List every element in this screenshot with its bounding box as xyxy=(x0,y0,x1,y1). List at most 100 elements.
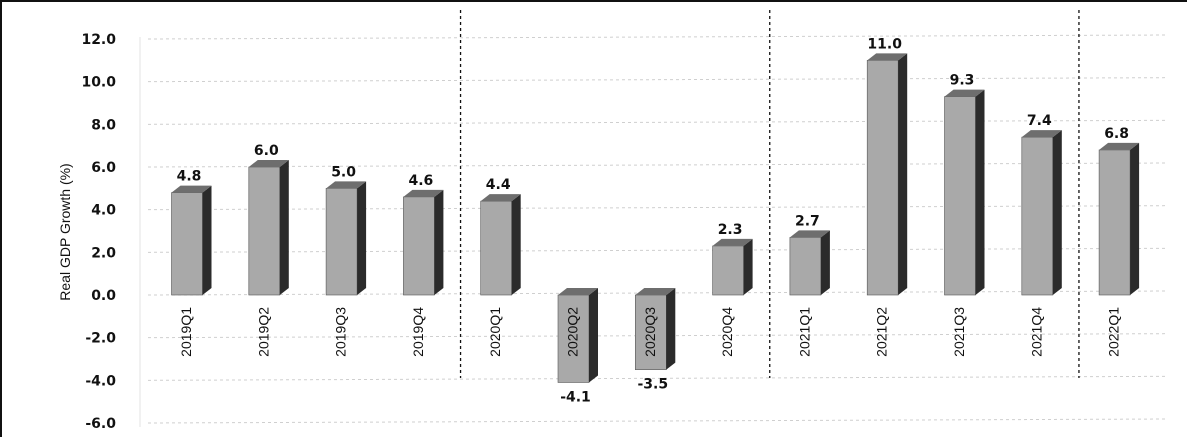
bar-side xyxy=(357,181,367,295)
bar-top xyxy=(1099,142,1140,150)
bar xyxy=(1098,142,1140,296)
category-label: 2019Q2 xyxy=(255,307,271,357)
bar-top xyxy=(403,189,444,197)
bar-front xyxy=(789,237,822,296)
bar-front xyxy=(634,294,667,370)
bar-top xyxy=(867,53,908,61)
bar xyxy=(248,160,289,296)
value-label: -3.5 xyxy=(637,377,668,393)
y-tick-labels: 12.0 10.0 8.0 6.0 4.0 2.0 0.0 -2.0 -4.0 -6.0 xyxy=(81,32,116,432)
y-axis-label: Real GDP Growth (%) xyxy=(57,163,73,300)
category-label: 2020Q3 xyxy=(642,307,658,357)
year-dividers xyxy=(459,10,1080,378)
category-label: 2020Q1 xyxy=(487,307,503,357)
value-label: 6.8 xyxy=(1104,126,1129,142)
y-tick-label: 8.0 xyxy=(91,117,116,133)
bar-front xyxy=(171,192,203,296)
bar-side xyxy=(666,288,676,370)
bar-front xyxy=(866,60,899,296)
bar-side xyxy=(820,230,830,295)
bar xyxy=(789,230,830,296)
bar-side xyxy=(511,194,521,295)
value-label: -4.1 xyxy=(560,389,591,405)
y-tick-label: -4.0 xyxy=(85,373,116,389)
category-label: 2020Q4 xyxy=(719,307,735,357)
bars xyxy=(171,53,1140,383)
value-label: 2.7 xyxy=(795,213,820,229)
bar xyxy=(480,194,521,296)
value-label: 11.0 xyxy=(867,36,902,52)
bar-top xyxy=(789,230,830,238)
category-label: 2019Q4 xyxy=(410,307,426,357)
gridline xyxy=(147,77,1169,83)
bar-top xyxy=(944,89,985,97)
gridlines xyxy=(139,34,1169,427)
category-label: 2019Q3 xyxy=(333,307,349,357)
bar-top xyxy=(558,288,598,295)
y-tick-label: -6.0 xyxy=(85,416,116,432)
category-label: 2021Q3 xyxy=(951,307,967,357)
bar-side xyxy=(1130,142,1140,295)
y-tick-label: 0.0 xyxy=(91,288,116,304)
bar-top xyxy=(712,238,753,246)
bar-front xyxy=(712,245,744,296)
bar xyxy=(866,53,908,296)
value-label: 2.3 xyxy=(718,222,743,238)
value-label: 6.0 xyxy=(254,143,279,159)
value-label: 4.6 xyxy=(408,173,433,189)
bar-front xyxy=(1098,149,1131,296)
gridline xyxy=(147,375,1169,381)
bar xyxy=(634,288,676,370)
gridline xyxy=(147,162,1169,168)
bar-top xyxy=(171,185,212,193)
category-label: 2022Q1 xyxy=(1106,307,1122,357)
bar-top xyxy=(1021,130,1062,138)
bar-top xyxy=(635,288,676,295)
bar xyxy=(944,89,985,296)
bar-front xyxy=(944,96,976,296)
category-label: 2021Q2 xyxy=(874,307,890,357)
bar-side xyxy=(434,189,444,295)
value-label: 7.4 xyxy=(1027,113,1052,129)
bar-top xyxy=(248,160,289,167)
bar-side xyxy=(975,89,985,295)
category-labels: 2019Q1 2019Q2 2019Q3 2019Q4 2020Q1 2020Q2 2020… xyxy=(178,307,1122,357)
bar-top xyxy=(480,194,521,202)
category-label: 2021Q1 xyxy=(796,307,812,357)
value-labels: 4.8 6.0 5.0 4.6 4.4 -4.1 -3.5 2.3 2.7 11.0 9.3 7.4 6… xyxy=(177,36,1129,405)
value-label: 4.4 xyxy=(486,177,511,193)
bar-front xyxy=(325,188,358,296)
bar xyxy=(171,185,212,296)
bar-front xyxy=(480,200,513,296)
bar-front xyxy=(557,294,590,383)
bar-front xyxy=(248,166,281,296)
bar-front xyxy=(403,196,435,296)
y-tick-label: 12.0 xyxy=(81,32,116,48)
category-label: 2019Q1 xyxy=(178,307,194,357)
y-tick-label: 10.0 xyxy=(81,75,116,91)
gridline xyxy=(147,418,1169,424)
bar-side xyxy=(279,160,289,295)
category-label: 2020Q2 xyxy=(565,307,581,357)
bar-front xyxy=(1021,136,1054,296)
gridline xyxy=(147,34,1169,40)
value-label: 4.8 xyxy=(177,169,202,185)
category-label: 2021Q4 xyxy=(1028,307,1044,357)
value-label: 9.3 xyxy=(950,73,975,89)
y-tick-label: -2.0 xyxy=(85,331,116,347)
gridline xyxy=(147,247,1169,253)
value-label: 5.0 xyxy=(331,164,356,180)
bar xyxy=(557,288,598,383)
y-tick-label: 4.0 xyxy=(91,203,116,219)
y-tick-label: 6.0 xyxy=(91,160,116,176)
bar-side xyxy=(743,238,753,295)
bar xyxy=(1021,130,1062,296)
bar xyxy=(325,181,367,296)
bar-side xyxy=(202,185,212,295)
bar-side xyxy=(898,53,908,296)
bar xyxy=(403,189,444,296)
bar xyxy=(712,238,753,296)
bar-side xyxy=(589,288,598,383)
bar-top xyxy=(326,181,367,189)
